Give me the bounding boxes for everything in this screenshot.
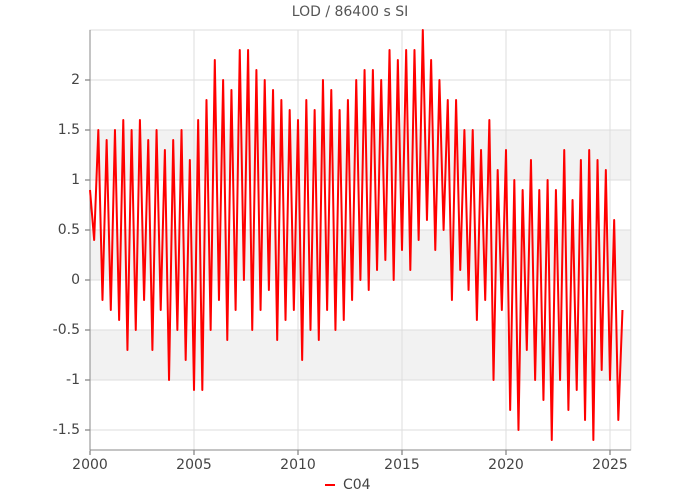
y-tick-label: 2 [71, 72, 80, 88]
data-line [89, 29, 624, 441]
legend-label: C04 [343, 477, 371, 493]
x-tick-label: 2000 [72, 457, 108, 473]
x-tick-label: 2020 [488, 457, 524, 473]
y-tick-label: -1 [66, 372, 80, 388]
chart-title: LOD / 86400 s SI [292, 4, 408, 20]
grid-band [90, 130, 631, 180]
y-tick-label: 1 [71, 172, 80, 188]
y-tick-label: 0 [71, 272, 80, 288]
x-tick-label: 2025 [592, 457, 628, 473]
grid-band [90, 330, 631, 380]
y-tick-label: -0.5 [53, 322, 80, 338]
y-tick-label: 0.5 [58, 222, 80, 238]
x-tick-label: 2015 [384, 457, 420, 473]
y-tick-label: 1.5 [58, 122, 80, 138]
x-tick-label: 2005 [176, 457, 212, 473]
x-tick-label: 2010 [280, 457, 316, 473]
y-tick-label: -1.5 [53, 422, 80, 438]
